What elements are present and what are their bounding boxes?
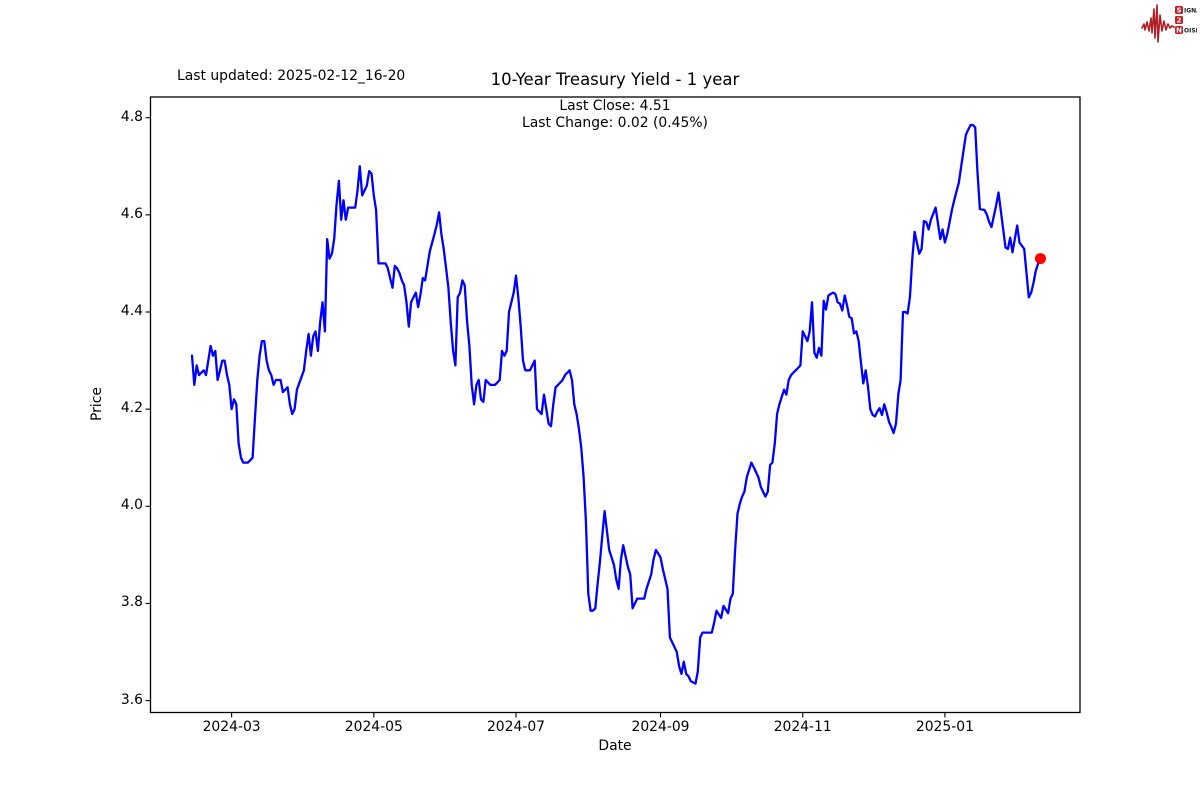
logo-text-oise: OISE xyxy=(1184,27,1197,34)
x-tick-label: 2024-09 xyxy=(631,719,690,735)
x-axis-label: Date xyxy=(598,738,632,754)
last-change-annotation: Last Change: 0.02 (0.45%) xyxy=(522,115,708,131)
x-tick-label: 2025-01 xyxy=(915,719,974,735)
y-tick-label: 4.4 xyxy=(120,303,143,319)
logo-letter-n: N xyxy=(1176,27,1182,35)
chart-title: 10-Year Treasury Yield - 1 year xyxy=(490,70,740,89)
y-tick-label: 4.8 xyxy=(120,108,143,125)
y-tick-label: 3.6 xyxy=(120,691,143,708)
yield-line-series xyxy=(190,123,1042,685)
y-tick-label: 4.6 xyxy=(120,205,143,222)
logo-letter-s: S xyxy=(1176,7,1181,15)
signal2noise-logo: S 2 N IGNAL OISE xyxy=(1141,4,1197,43)
last-close-marker xyxy=(1034,253,1046,265)
waveform-icon xyxy=(1141,4,1175,43)
x-tick-label: 2024-03 xyxy=(202,719,261,735)
y-tick-label: 4.2 xyxy=(120,400,143,417)
plot-area xyxy=(149,96,1081,714)
logo-letter-2: 2 xyxy=(1177,17,1182,25)
x-tick-label: 2024-07 xyxy=(486,719,546,735)
last-updated-text: Last updated: 2025-02-12_16-20 xyxy=(177,68,406,84)
x-tick-label: 2024-05 xyxy=(344,719,403,735)
last-close-annotation: Last Close: 4.51 xyxy=(559,98,671,114)
x-tick-label: 2024-11 xyxy=(773,719,832,735)
y-tick-label: 4.0 xyxy=(120,497,143,514)
logo-text-ignal: IGNAL xyxy=(1184,7,1197,14)
y-tick-label: 3.8 xyxy=(120,594,143,611)
